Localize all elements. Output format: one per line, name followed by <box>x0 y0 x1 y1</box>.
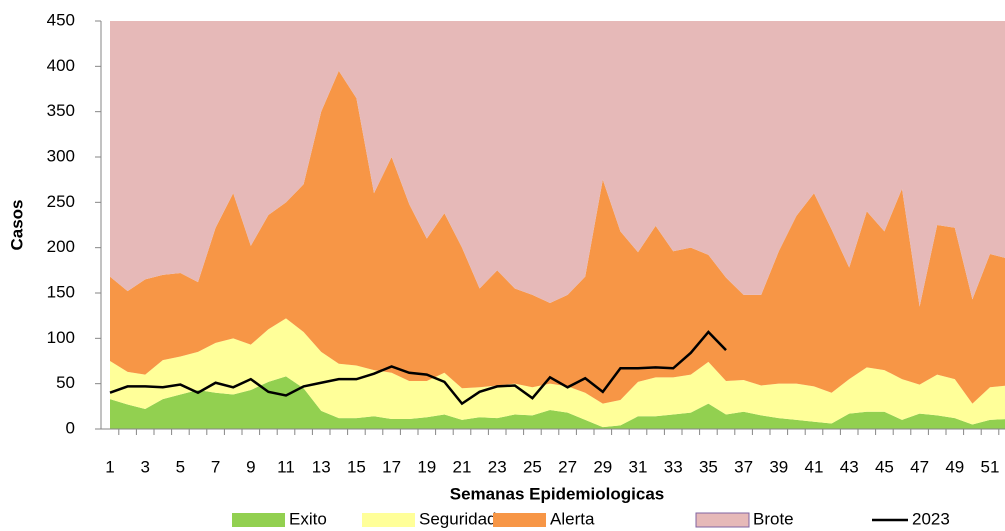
x-tick-label: 1 <box>105 457 114 476</box>
x-tick-label: 31 <box>629 457 648 476</box>
x-tick-label: 11 <box>277 457 295 476</box>
y-tick-label: 50 <box>56 373 75 392</box>
x-tick-label: 17 <box>382 457 401 476</box>
legend-label: Seguridad <box>419 509 497 528</box>
legend-label: 2023 <box>912 509 950 528</box>
legend-label: Brote <box>753 509 794 528</box>
x-axis-label: Semanas Epidemiologicas <box>450 484 664 503</box>
y-axis-label: Casos <box>7 199 26 250</box>
y-tick-label: 400 <box>47 56 75 75</box>
x-tick-label: 33 <box>664 457 683 476</box>
area-brote <box>110 21 1005 307</box>
y-tick-label: 450 <box>47 10 75 29</box>
y-tick-label: 200 <box>47 237 75 256</box>
x-tick-label: 5 <box>176 457 185 476</box>
legend-swatch <box>695 512 750 528</box>
legend-swatch <box>362 513 415 527</box>
x-tick-label: 47 <box>910 457 929 476</box>
x-tick-label: 49 <box>945 457 964 476</box>
y-tick-label: 300 <box>47 146 75 165</box>
y-tick-label: 0 <box>66 418 75 437</box>
y-tick-label: 150 <box>47 282 75 301</box>
x-tick-label: 13 <box>312 457 331 476</box>
legend-label: Exito <box>289 509 327 528</box>
x-tick-label: 15 <box>347 457 366 476</box>
x-tick-label: 41 <box>805 457 824 476</box>
area-seguridad <box>110 318 1005 428</box>
y-tick-label: 350 <box>47 101 75 120</box>
x-tick-label: 43 <box>840 457 859 476</box>
y-tick-label: 250 <box>47 192 75 211</box>
x-tick-label: 3 <box>140 457 149 476</box>
x-tick-label: 39 <box>769 457 788 476</box>
x-tick-label: 25 <box>523 457 542 476</box>
legend-swatch <box>493 513 546 527</box>
y-tick-label: 100 <box>47 328 75 347</box>
x-tick-label: 23 <box>488 457 507 476</box>
line-series <box>109 330 727 406</box>
area-exito <box>110 376 1005 429</box>
x-tick-label: 45 <box>875 457 894 476</box>
x-tick-label: 35 <box>699 457 718 476</box>
area-alerta <box>110 70 1005 404</box>
x-tick-label: 37 <box>734 457 753 476</box>
x-tick-label: 9 <box>246 457 255 476</box>
legend-swatch <box>232 513 285 527</box>
x-tick-label: 27 <box>558 457 577 476</box>
x-tick-label: 7 <box>211 457 220 476</box>
x-tick-label: 51 <box>981 457 1000 476</box>
x-tick-label: 21 <box>453 457 472 476</box>
legend-label: Alerta <box>550 509 595 528</box>
x-tick-label: 19 <box>417 457 436 476</box>
x-tick-label: 29 <box>593 457 612 476</box>
plot-area <box>109 21 1005 429</box>
